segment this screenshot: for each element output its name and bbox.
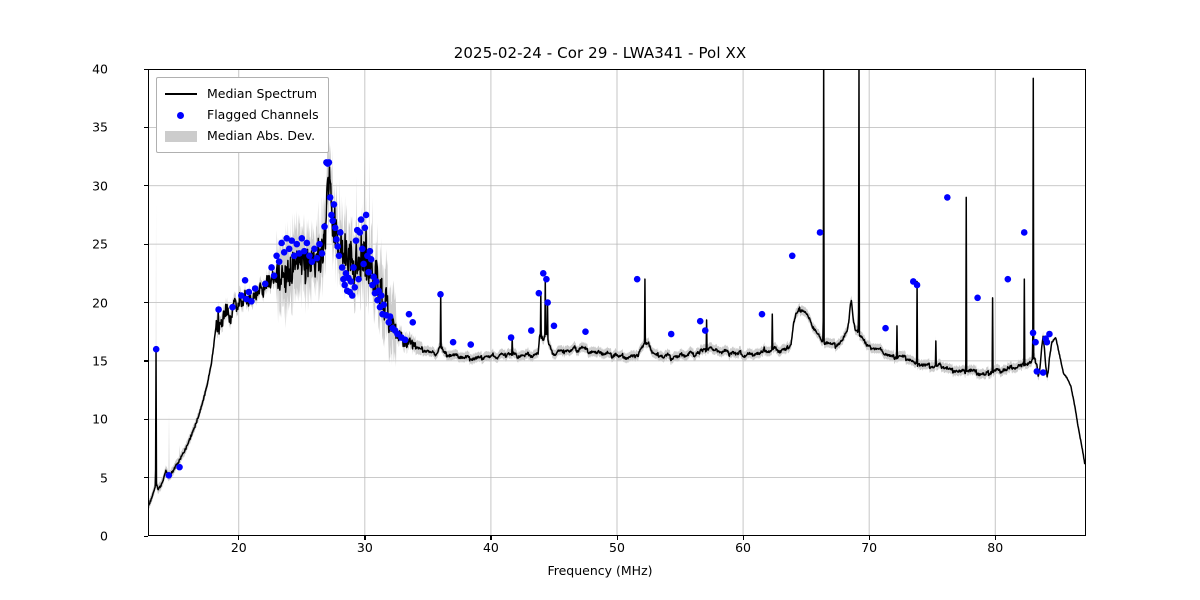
line-swatch-icon: [164, 87, 198, 101]
x-axis-label: Frequency (MHz): [547, 563, 653, 578]
y-tick-label: 20: [92, 295, 108, 310]
y-tick-label: 35: [92, 119, 108, 135]
legend-label: Median Abs. Dev.: [207, 128, 316, 143]
x-tick-mark: [238, 536, 240, 540]
x-tick-label: 60: [735, 540, 752, 555]
flagged-channel-points: [152, 159, 1053, 479]
y-tick-mark: [144, 535, 148, 537]
y-tick-mark: [144, 418, 148, 420]
x-tick-label: 70: [861, 540, 878, 555]
y-tick-label: 10: [92, 411, 108, 427]
dot-swatch-icon: [164, 108, 198, 122]
median-spectrum-line: [148, 69, 1086, 506]
y-tick-mark: [144, 477, 148, 479]
legend-label: Flagged Channels: [207, 107, 319, 122]
y-tick-label: 15: [92, 353, 108, 369]
legend-item-median-spectrum: Median Spectrum: [164, 83, 319, 104]
x-tick-label: 50: [609, 540, 625, 555]
x-tick-mark: [994, 536, 996, 540]
patch-swatch-icon: [164, 129, 198, 143]
legend-item-flagged-channels: Flagged Channels: [164, 104, 319, 125]
x-tick-mark: [364, 536, 366, 540]
y-tick-label: 5: [100, 470, 108, 486]
legend-item-median-abs-dev: Median Abs. Dev.: [164, 125, 319, 146]
y-tick-mark: [144, 360, 148, 362]
chart-title: 2025-02-24 - Cor 29 - LWA341 - Pol XX: [453, 44, 747, 62]
y-tick-mark: [144, 185, 148, 187]
grid-lines: [148, 69, 1086, 536]
x-tick-mark: [868, 536, 870, 540]
y-tick-label: 25: [92, 236, 108, 252]
x-tick-mark: [616, 536, 618, 540]
legend-label: Median Spectrum: [207, 86, 318, 101]
y-tick-mark: [144, 243, 148, 245]
y-tick-label: 0: [100, 528, 108, 544]
y-tick-label: 40: [92, 61, 108, 77]
x-tick-mark: [742, 536, 744, 540]
x-tick-label: 30: [356, 540, 373, 555]
y-tick-label: 30: [92, 178, 108, 194]
y-tick-mark: [144, 68, 148, 70]
x-tick-mark: [490, 536, 492, 540]
x-tick-label: 40: [482, 540, 499, 555]
x-tick-label: 80: [987, 540, 1004, 555]
y-tick-mark: [144, 126, 148, 129]
x-tick-label: 20: [230, 540, 247, 555]
chart-legend: Median Spectrum Flagged Channels Median …: [156, 77, 329, 153]
y-tick-mark: [144, 302, 148, 304]
